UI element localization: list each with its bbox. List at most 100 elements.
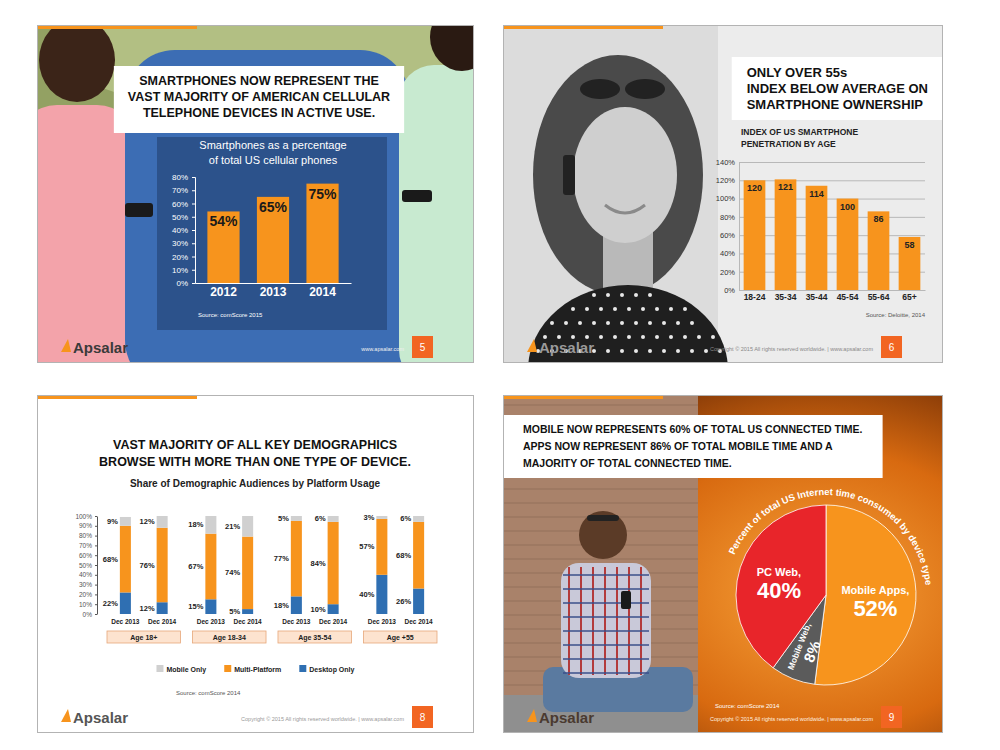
slice	[815, 505, 916, 685]
data-label: 52%	[853, 596, 897, 621]
data-label: 100	[840, 202, 855, 212]
tick-label: 50%	[172, 213, 188, 222]
tick-label: 0%	[724, 286, 735, 295]
title: MAJORITY OF TOTAL CONNECTED TIME.	[523, 457, 732, 469]
data-label: 65%	[259, 199, 288, 215]
group-label: Age 35-54	[298, 634, 331, 642]
tick-label: 2013	[260, 285, 287, 299]
tick: 18-24	[744, 292, 766, 302]
tick-mark	[95, 516, 97, 517]
dress-dot	[620, 349, 624, 353]
plaid	[563, 658, 649, 660]
dress-dot	[648, 321, 652, 325]
bar-segment	[205, 599, 216, 614]
tick-mark	[95, 614, 97, 615]
tick: 10%	[79, 601, 97, 608]
tick-label: 35-44	[806, 292, 828, 302]
bars	[120, 516, 424, 614]
category-label: Mobile Apps,	[841, 584, 909, 596]
bar-segment	[376, 519, 387, 575]
tick-mark	[95, 575, 97, 576]
slide-border	[38, 26, 474, 363]
copyright: Copyright © 2015 All rights reserved wor…	[241, 716, 404, 722]
dress-dot	[613, 307, 617, 311]
data-label: 26%	[396, 597, 411, 606]
tick: 2013	[260, 285, 287, 299]
bar-segment	[291, 596, 302, 614]
category-label: Dec 2013	[197, 618, 226, 625]
dress-dot	[592, 293, 596, 297]
background	[37, 25, 474, 363]
bar-segment	[291, 516, 302, 521]
tick-label: 100%	[75, 513, 92, 520]
tick: 0%	[83, 611, 97, 618]
slide-border	[38, 396, 474, 733]
brand-logo: Apsalar	[73, 709, 128, 726]
tick-label: 60%	[172, 200, 188, 209]
bar-segment	[157, 516, 168, 528]
bar-segment	[328, 522, 339, 604]
bar	[306, 184, 338, 283]
dress-dot	[655, 307, 659, 311]
data-label: 18%	[274, 601, 289, 610]
axis: 2012 2013 2014	[196, 284, 352, 299]
dress-dot	[627, 335, 631, 339]
title-block: VAST MAJORITY OF ALL KEY DEMOGRAPHICSBRO…	[99, 438, 411, 469]
tick-label: 140%	[716, 158, 736, 167]
data-labels: 54%65%75%	[209, 186, 337, 230]
shirt	[561, 563, 651, 678]
page-box	[881, 706, 902, 728]
plaid	[563, 672, 649, 674]
background	[503, 395, 943, 733]
tick-label: 80%	[79, 532, 92, 539]
hair	[533, 55, 703, 295]
bar-segment	[376, 575, 387, 614]
plaid	[563, 588, 649, 590]
tick-mark	[192, 217, 195, 218]
tick-mark	[95, 585, 97, 586]
data-label: 40%	[359, 590, 374, 599]
tick-label: 2012	[210, 285, 237, 299]
copyright: Copyright © 2015 All rights reserved wor…	[710, 716, 873, 722]
dress-dot	[662, 321, 666, 325]
tick: 2014	[309, 285, 336, 299]
plaid	[563, 602, 649, 604]
data-label: 6%	[315, 514, 326, 523]
data-labels: 1201211141008658	[747, 182, 915, 250]
tick-mark	[192, 257, 195, 258]
dress-dot	[648, 349, 652, 353]
dress-dot	[620, 293, 624, 297]
title: INDEX BELOW AVERAGE ON	[747, 81, 928, 96]
subtitle: Smartphones as a percentage	[199, 139, 346, 151]
tick: 55-64	[868, 292, 890, 302]
bar-segment	[205, 534, 216, 600]
data-label: 114	[809, 189, 824, 199]
data-label: 67%	[188, 562, 203, 571]
legend-swatch	[299, 665, 306, 672]
tick: 60%	[79, 552, 97, 559]
copyright: Copyright © 2015 All rights reserved wor…	[710, 346, 873, 352]
slice-label: Mobile Web,8%	[785, 622, 828, 678]
bar-segment	[242, 537, 253, 610]
category-label: Dec 2014	[148, 618, 177, 625]
tick-label: 70%	[172, 186, 188, 195]
tick-label: 10%	[79, 601, 92, 608]
bar-segment	[242, 609, 253, 614]
data-label: 76%	[140, 561, 155, 570]
axis-line	[740, 163, 926, 291]
copyright: www.apsalar.com	[360, 346, 404, 352]
bar-segment	[157, 602, 168, 614]
bar	[257, 197, 289, 283]
data-label: 6%	[400, 514, 411, 523]
subtitle: INDEX OF US SMARTPHONE	[741, 127, 858, 137]
bar	[775, 179, 797, 290]
category-label: Dec 2013	[282, 618, 311, 625]
axis-line	[192, 178, 196, 284]
data-label: 18%	[188, 520, 203, 529]
tick-label: 65+	[902, 292, 916, 302]
pie: Mobile Apps,52%Mobile Web,8%PC Web,40%Pe…	[726, 486, 935, 685]
data-label: 22%	[103, 599, 118, 608]
data-label: 120	[747, 183, 762, 193]
tick-label: 10%	[172, 266, 188, 275]
dress-dot	[676, 349, 680, 353]
